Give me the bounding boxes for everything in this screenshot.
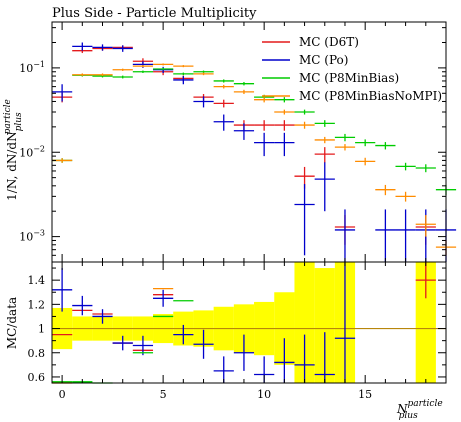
legend-label: MC (P8MinBiasNoMPI) — [299, 89, 442, 103]
ratio-tick-label: 1 — [38, 323, 45, 336]
y-tick-label-exp: −3 — [33, 229, 45, 238]
y-tick-label-base: 10 — [19, 146, 33, 159]
series-3 — [52, 63, 457, 384]
x-tick-label: 0 — [59, 388, 66, 401]
y-axis-label-sub: plus — [14, 112, 24, 131]
x-tick-label: 10 — [257, 388, 271, 401]
ratio-tick-label: 0.6 — [28, 371, 46, 384]
ratio-y-axis-label: MC/data — [5, 297, 19, 349]
ratio-uncertainty-band — [52, 262, 446, 383]
x-tick-label: 15 — [358, 388, 372, 401]
ratio-tick-label: 1.2 — [28, 298, 46, 311]
chart-title: Plus Side - Particle Multiplicity — [52, 6, 257, 21]
y-tick-label: 10−1 — [19, 60, 45, 75]
legend-label: MC (Po) — [299, 53, 348, 67]
legend-label: MC (P8MinBias) — [299, 71, 399, 85]
ratio-band-bin — [415, 262, 436, 383]
ratio-tick-label: 0.8 — [28, 347, 46, 360]
x-axis-label-sup: particle — [408, 399, 443, 409]
legend: MC (D6T) MC (Po) MC (P8MinBias) MC (P8MinBi… — [262, 35, 442, 103]
x-tick-label: 5 — [160, 388, 167, 401]
y-axis-label-main: 1/N, dN/dN — [5, 131, 19, 200]
legend-label: MC (D6T) — [299, 35, 359, 49]
y-axis-label: 1/N, dN/dNplusparticle — [3, 99, 24, 201]
y-axis-label-sup: particle — [3, 99, 13, 134]
x-axis-label: Nparticle plus — [396, 399, 443, 421]
ratio-band-bin — [314, 268, 335, 383]
y-tick-label-base: 10 — [19, 231, 33, 244]
series-1 — [52, 42, 457, 383]
ratio-panel-frame — [51, 261, 447, 384]
y-tick-label: 10−3 — [19, 229, 45, 244]
y-tick-label-base: 10 — [19, 62, 33, 75]
y-tick-label-exp: −2 — [33, 144, 45, 153]
data-series-group — [52, 42, 457, 384]
ratio-tick-label: 1.4 — [28, 274, 46, 287]
ratio-band-bin — [294, 262, 315, 383]
y-tick-label-exp: −1 — [33, 60, 45, 69]
x-axis-label-base: N — [396, 402, 408, 416]
x-axis-label-sub: plus — [399, 411, 418, 421]
y-tick-label: 10−2 — [19, 144, 45, 159]
